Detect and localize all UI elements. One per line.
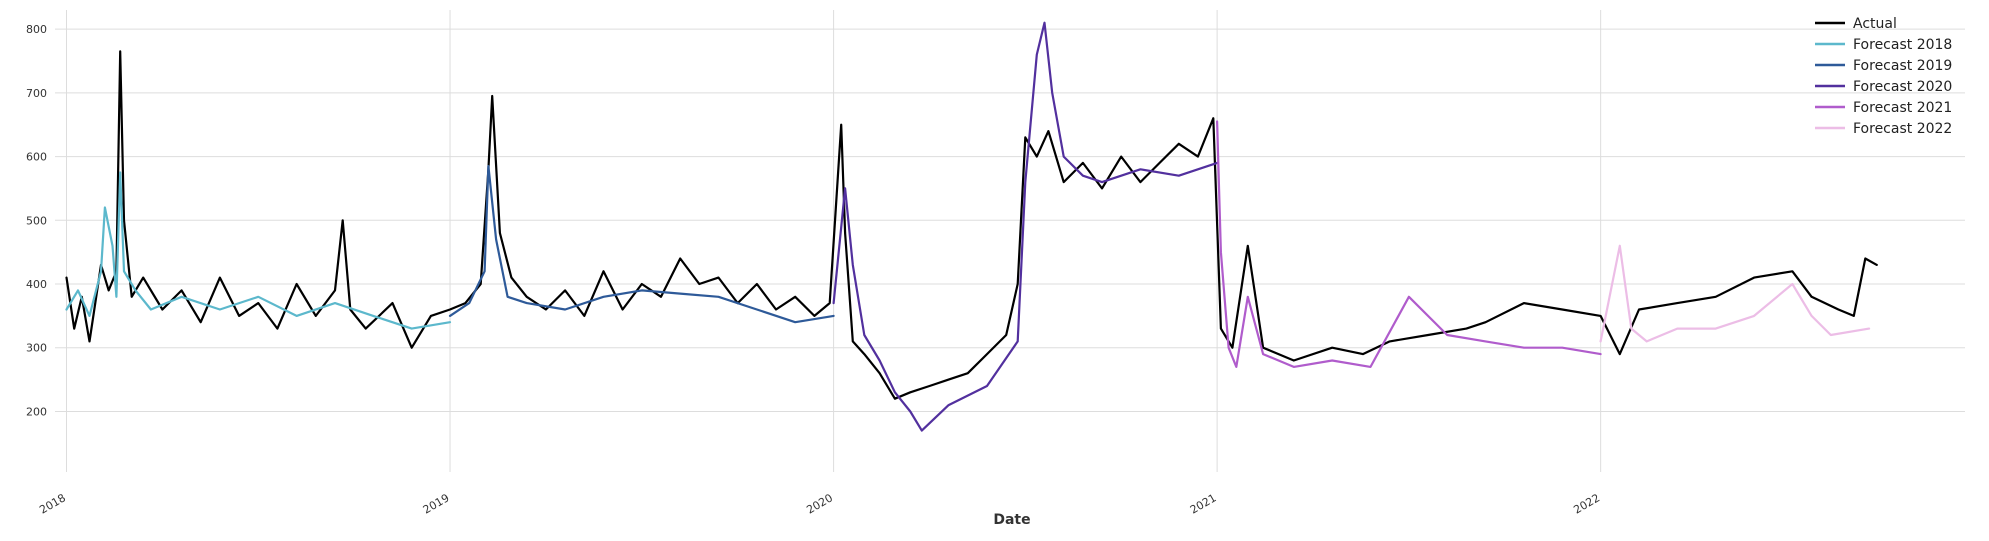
x-tick-label: 2022 <box>1571 491 1602 516</box>
x-tick-label: 2021 <box>1188 491 1219 516</box>
legend-label: Actual <box>1853 16 1897 32</box>
legend: Actual Forecast 2018 Forecast 2019 Forecast… <box>1815 16 1952 137</box>
series-line-forecast-2018 <box>65 171 452 330</box>
y-tick-label: 800 <box>26 23 47 36</box>
series-lines <box>65 21 1878 432</box>
series-line-forecast-2021 <box>1215 120 1602 368</box>
legend-label: Forecast 2018 <box>1853 37 1952 53</box>
y-tick-label: 500 <box>26 214 47 227</box>
x-tick-label: 2019 <box>421 491 452 516</box>
legend-label: Forecast 2019 <box>1853 58 1952 74</box>
series-line-actual <box>65 50 1878 400</box>
series-line-forecast-2019 <box>448 165 835 324</box>
axes: 200 300 400 500 600 700 800 2018 2019 2020 2021 202… <box>26 23 1602 516</box>
legend-label: Forecast 2020 <box>1853 79 1952 95</box>
grid <box>55 10 1965 472</box>
series-line-forecast-2022 <box>1599 244 1871 343</box>
legend-label: Forecast 2021 <box>1853 100 1952 116</box>
y-tick-label: 700 <box>26 87 47 100</box>
y-tick-label: 300 <box>26 342 47 355</box>
x-tick-label: 2020 <box>804 491 835 516</box>
y-tick-label: 200 <box>26 405 47 418</box>
legend-label: Forecast 2022 <box>1853 121 1952 137</box>
x-axis-label: Date <box>993 512 1030 528</box>
y-tick-label: 400 <box>26 278 47 291</box>
y-tick-label: 600 <box>26 151 47 164</box>
x-tick-label: 2018 <box>37 491 68 516</box>
series-line-forecast-2020 <box>832 21 1219 432</box>
